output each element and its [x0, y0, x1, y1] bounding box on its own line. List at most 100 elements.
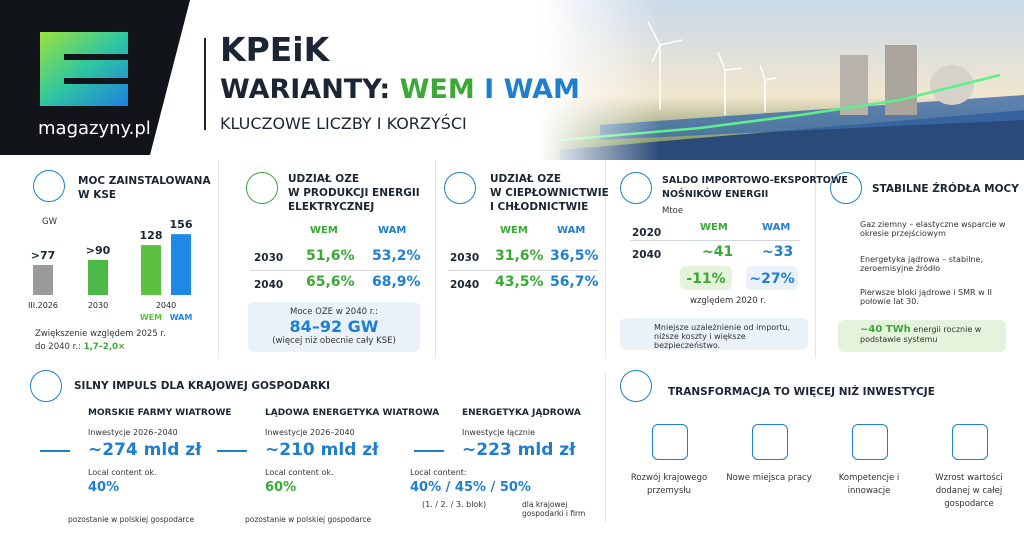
- change-box: -11%: [680, 266, 732, 290]
- oze-heat-panel: UDZIAŁ OZE W CIEPŁOWNICTWIE I CHŁODNICTWIE…: [440, 160, 609, 358]
- column-title: MORSKIE FARMY WIATROWE: [88, 408, 232, 418]
- unit: Mtoe: [662, 206, 684, 216]
- variant-label: WEM: [140, 313, 162, 320]
- transformation-section: TRANSFORMACJA TO WIĘCEJ NIŻ INWESTYCJE R…: [610, 362, 1024, 537]
- section-title: TRANSFORMACJA TO WIĘCEJ NIŻ INWESTYCJE: [668, 386, 935, 398]
- change: -11%: [686, 271, 726, 287]
- local-note: (1. / 2. / 3. blok): [422, 500, 487, 509]
- box-value: 84–92 GW: [289, 317, 379, 336]
- panel-title: SALDO IMPORTOWO-EKSPORTOWE NOŚNIKÓW ENERG…: [662, 174, 848, 202]
- info-box: Mniejsze uzależnienie od importu, niższe…: [620, 318, 808, 350]
- change: ~27%: [749, 271, 795, 287]
- item-label: Nowe miejsca pracy: [726, 473, 812, 483]
- value: 65,6%: [306, 274, 355, 290]
- value: 36,5%: [550, 248, 599, 264]
- column-header: WEM: [500, 225, 528, 236]
- wam: WAM: [503, 74, 580, 105]
- highlight-box: ~40 TWh energii rocznie w podstawie syst…: [838, 320, 1006, 352]
- local-label: Local content ok.: [265, 468, 334, 477]
- box-note: (więcej niż obecnie cały KSE): [272, 336, 396, 346]
- title-line: ELEKTRYCZNEJ: [288, 201, 375, 213]
- item: Pierwsze bloki jądrowe i SMR w II połowi…: [860, 288, 992, 306]
- title-line: SALDO IMPORTOWO-EKSPORTOWE: [662, 175, 848, 186]
- row-year: 2040: [254, 279, 284, 291]
- panel-title: UDZIAŁ OZE W CIEPŁOWNICTWIE I CHŁODNICTWIE: [490, 172, 609, 214]
- icon: [33, 170, 65, 202]
- title: KPEiK: [220, 30, 330, 69]
- title-line: UDZIAŁ OZE: [490, 173, 561, 185]
- column-icon: [414, 410, 444, 452]
- and: I: [484, 74, 495, 105]
- changes-note: względem 2020 r.: [690, 296, 766, 306]
- value-label: 156: [170, 218, 193, 231]
- icon: [246, 172, 278, 204]
- value-label: 128: [140, 229, 163, 242]
- bar: [88, 259, 108, 295]
- note-line: do 2040 r.:: [35, 342, 81, 352]
- icon: [30, 370, 62, 402]
- title-line: I CHŁODNICTWIE: [490, 201, 589, 213]
- item: Energetyka jądrowa – stabilne, zeroemisy…: [860, 255, 984, 273]
- box-text: Mniejsze uzależnienie od importu, niższe…: [654, 323, 791, 350]
- column-header: WAM: [378, 225, 407, 236]
- row-year: 2040: [632, 249, 662, 261]
- oze-power-panel: UDZIAŁ OZE W PRODUKCJI ENERGII ELEKTRYCZNE…: [220, 160, 436, 358]
- column-title: ENERGETYKA JĄDROWA: [462, 408, 581, 418]
- panel-title: UDZIAŁ OZE W PRODUKCJI ENERGII ELEKTRYCZNE…: [288, 172, 420, 214]
- box-text: energii rocznie w podstawie systemu: [860, 325, 982, 344]
- divider: [250, 270, 420, 271]
- title-line: W CIEPŁOWNICTWIE: [490, 187, 609, 199]
- result-note: dla krajowej gospodarki i firm: [522, 500, 586, 518]
- panel-title: STABILNE ŹRÓDŁA MOCY: [872, 183, 1019, 195]
- bar: [171, 234, 191, 295]
- column-title: LĄDOWA ENERGETYKA WIATROWA: [265, 408, 440, 418]
- column-header: WAM: [557, 225, 586, 236]
- value: 53,2%: [372, 248, 421, 264]
- x-label: 2030: [88, 301, 108, 310]
- invest: ~210 mld zł: [265, 440, 379, 460]
- result-note: pozostanie w polskiej gospodarce: [245, 515, 372, 524]
- box-value: ~40 TWh: [860, 324, 911, 335]
- divider: [448, 270, 598, 271]
- row-year: 2030: [450, 252, 480, 264]
- local: 40% / 45% / 50%: [410, 480, 531, 495]
- title-line: MOC ZAINSTALOWANA: [78, 175, 211, 187]
- invest-label: Inwestycje łącznie: [462, 428, 536, 437]
- icon: [620, 370, 652, 402]
- local-label: Local content ok.: [88, 468, 157, 477]
- local: 60%: [265, 480, 297, 495]
- column-header: WAM: [762, 222, 791, 233]
- variant-label: WAM: [170, 313, 193, 320]
- item-icon: [952, 424, 988, 460]
- row-year: 2020: [632, 227, 662, 239]
- invest-label: Inwestycje 2026–2040: [88, 428, 178, 437]
- column-icon: [217, 410, 247, 452]
- item-label: Rozwój krajowego przemysłu: [630, 473, 708, 496]
- note: Zwiększenie względem 2025 r. do 2040 r.: …: [35, 328, 166, 354]
- header-graphic: [0, 0, 1024, 160]
- change-box: ~27%: [746, 266, 798, 290]
- value: 68,9%: [372, 274, 421, 290]
- row-year: 2030: [254, 252, 284, 264]
- unit: GW: [42, 217, 57, 227]
- local: 40%: [88, 480, 120, 495]
- item: Gaz ziemny – elastyczne wsparcie w okres…: [860, 220, 1006, 238]
- value: 31,6%: [495, 248, 544, 264]
- column-icon: [40, 410, 70, 452]
- panel-title: MOC ZAINSTALOWANA W KSE: [78, 174, 211, 202]
- row-year: 2040: [450, 279, 480, 291]
- invest: ~223 mld zł: [462, 440, 576, 460]
- value: 43,5%: [495, 274, 544, 290]
- subtitle-prefix: WARIANTY:: [220, 74, 391, 105]
- item-label: Wzrost wartości dodanej w całej gospodar…: [935, 473, 1003, 509]
- title-line: NOŚNIKÓW ENERGII: [662, 189, 769, 200]
- subtitle: WARIANTY: WEM I WAM: [220, 74, 580, 105]
- invest-label: Inwestycje 2026–2040: [265, 428, 355, 437]
- box-label: Moce OZE w 2040 r.:: [290, 307, 378, 317]
- column-header: WEM: [310, 225, 338, 236]
- x-label: III.2026: [28, 301, 58, 310]
- icon: [444, 172, 476, 204]
- value: 56,7%: [550, 274, 599, 290]
- divider: [605, 372, 606, 522]
- stable-panel: STABILNE ŹRÓDŁA MOCY Gaz ziemny – elasty…: [820, 160, 1024, 358]
